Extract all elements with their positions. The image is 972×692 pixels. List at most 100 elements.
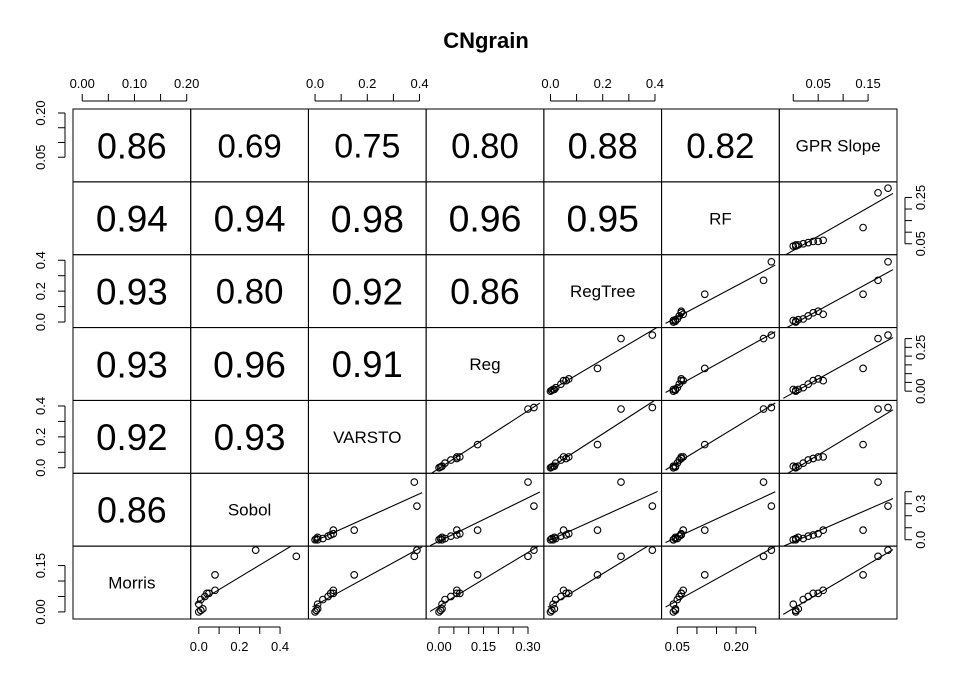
data-point <box>859 440 867 449</box>
data-point <box>452 586 461 595</box>
data-point <box>759 552 768 561</box>
tick-label: 0.00 <box>913 379 928 404</box>
panel-border-r6-c4 <box>543 545 663 620</box>
correlation-label-varsto-morris: 0.92 <box>96 417 167 458</box>
data-point <box>329 529 338 538</box>
variable-label-varsto: VARSTO <box>333 428 401 447</box>
data-point <box>559 376 568 385</box>
data-point <box>884 184 892 193</box>
data-point <box>679 586 688 595</box>
data-point <box>675 532 684 540</box>
correlation-label-reg-sobol: 0.96 <box>213 343 286 385</box>
tick-label: 0.25 <box>913 335 928 360</box>
data-point <box>438 604 446 613</box>
data-point <box>198 604 207 613</box>
fit-line <box>430 402 541 474</box>
scatter-panel-morris-vs-regtree <box>546 546 657 616</box>
correlation-label-gpr-slope-sobol: 0.69 <box>217 127 281 164</box>
data-point <box>767 257 776 266</box>
data-point <box>441 595 449 604</box>
tick-label: 0.20 <box>723 639 748 654</box>
tick-label: 0.4 <box>271 639 289 654</box>
data-point <box>819 310 828 319</box>
data-point <box>648 331 657 339</box>
data-point <box>700 290 709 299</box>
variable-label-regtree: RegTree <box>570 282 636 301</box>
data-point <box>809 531 818 539</box>
data-point <box>809 454 818 463</box>
data-point <box>809 237 818 246</box>
correlation-label-rf-morris: 0.94 <box>96 199 168 240</box>
correlation-label-gpr-slope-regtree: 0.88 <box>568 125 638 166</box>
data-point <box>874 405 882 413</box>
data-point <box>211 586 219 595</box>
correlation-label-rf-regtree: 0.95 <box>567 198 639 240</box>
correlation-label-gpr-slope-reg: 0.80 <box>451 127 519 166</box>
data-point <box>564 375 573 383</box>
correlation-label-rf-reg: 0.96 <box>449 198 522 240</box>
data-point <box>530 403 538 412</box>
data-point <box>814 453 823 461</box>
tick-label: 0.2 <box>358 76 376 91</box>
tick-label: 0.0 <box>33 459 48 477</box>
data-point <box>564 529 573 538</box>
tick-label: 0.0 <box>306 76 324 91</box>
data-point <box>789 462 798 471</box>
tick-label: 0.0 <box>913 531 928 549</box>
data-point <box>436 534 445 543</box>
fit-line <box>783 549 894 615</box>
tick-label: 0.4 <box>410 76 428 91</box>
tick-label: 0.2 <box>594 76 612 91</box>
data-point <box>789 242 798 250</box>
correlation-label-regtree-reg: 0.86 <box>450 272 520 312</box>
tick-label: 0.0 <box>541 76 559 91</box>
data-point <box>700 571 709 579</box>
data-point <box>648 546 657 554</box>
scatter-panel-morris-vs-reg <box>429 546 540 616</box>
scatter-panel-morris-vs-sobol <box>194 546 301 616</box>
data-point <box>669 316 678 325</box>
data-point <box>799 383 808 392</box>
tick-label: 0.4 <box>33 397 48 415</box>
scatter-panel-morris-vs-varsto <box>311 546 423 616</box>
fit-line <box>312 492 423 543</box>
data-point <box>884 403 892 412</box>
data-point <box>859 223 867 232</box>
correlation-label-regtree-sobol: 0.80 <box>216 273 284 312</box>
data-point <box>804 238 813 247</box>
panel-border-r4-c6 <box>778 399 898 474</box>
panel-border-r6-c6 <box>778 545 898 620</box>
scatter-panel-morris-vs-gpr-slope <box>783 546 894 616</box>
panel-border-r6-c3 <box>425 545 545 620</box>
correlation-label-rf-varsto: 0.98 <box>331 198 404 240</box>
data-point <box>441 459 449 467</box>
fit-line <box>429 546 540 612</box>
data-point <box>313 600 322 609</box>
tick-label: 0.05 <box>806 76 831 91</box>
data-point <box>759 405 768 413</box>
correlation-label-reg-morris: 0.93 <box>96 344 168 385</box>
data-point <box>593 526 602 534</box>
correlation-label-sobol-morris: 0.86 <box>97 491 167 531</box>
data-point <box>679 526 688 534</box>
scatter-panel-sobol-vs-reg <box>429 478 541 547</box>
tick-label: 0.00 <box>33 599 48 624</box>
data-point <box>329 589 338 598</box>
tick-label: 0.00 <box>426 639 451 654</box>
data-point <box>559 453 568 461</box>
data-point <box>524 478 532 486</box>
variable-label-sobol: Sobol <box>228 501 271 520</box>
scatter-panel-regtree-vs-gpr-slope <box>785 257 894 328</box>
data-point <box>884 257 892 266</box>
panel-border-r3-c5 <box>661 327 780 401</box>
data-point <box>874 334 882 343</box>
scatter-panel-sobol-vs-regtree <box>546 478 658 544</box>
fit-line <box>429 491 541 547</box>
data-point <box>804 456 813 464</box>
tick-label: 0.0 <box>33 313 48 331</box>
data-point <box>196 606 205 615</box>
panel-border-r3-c4 <box>543 327 663 401</box>
data-point <box>669 535 678 544</box>
data-point <box>447 592 455 601</box>
